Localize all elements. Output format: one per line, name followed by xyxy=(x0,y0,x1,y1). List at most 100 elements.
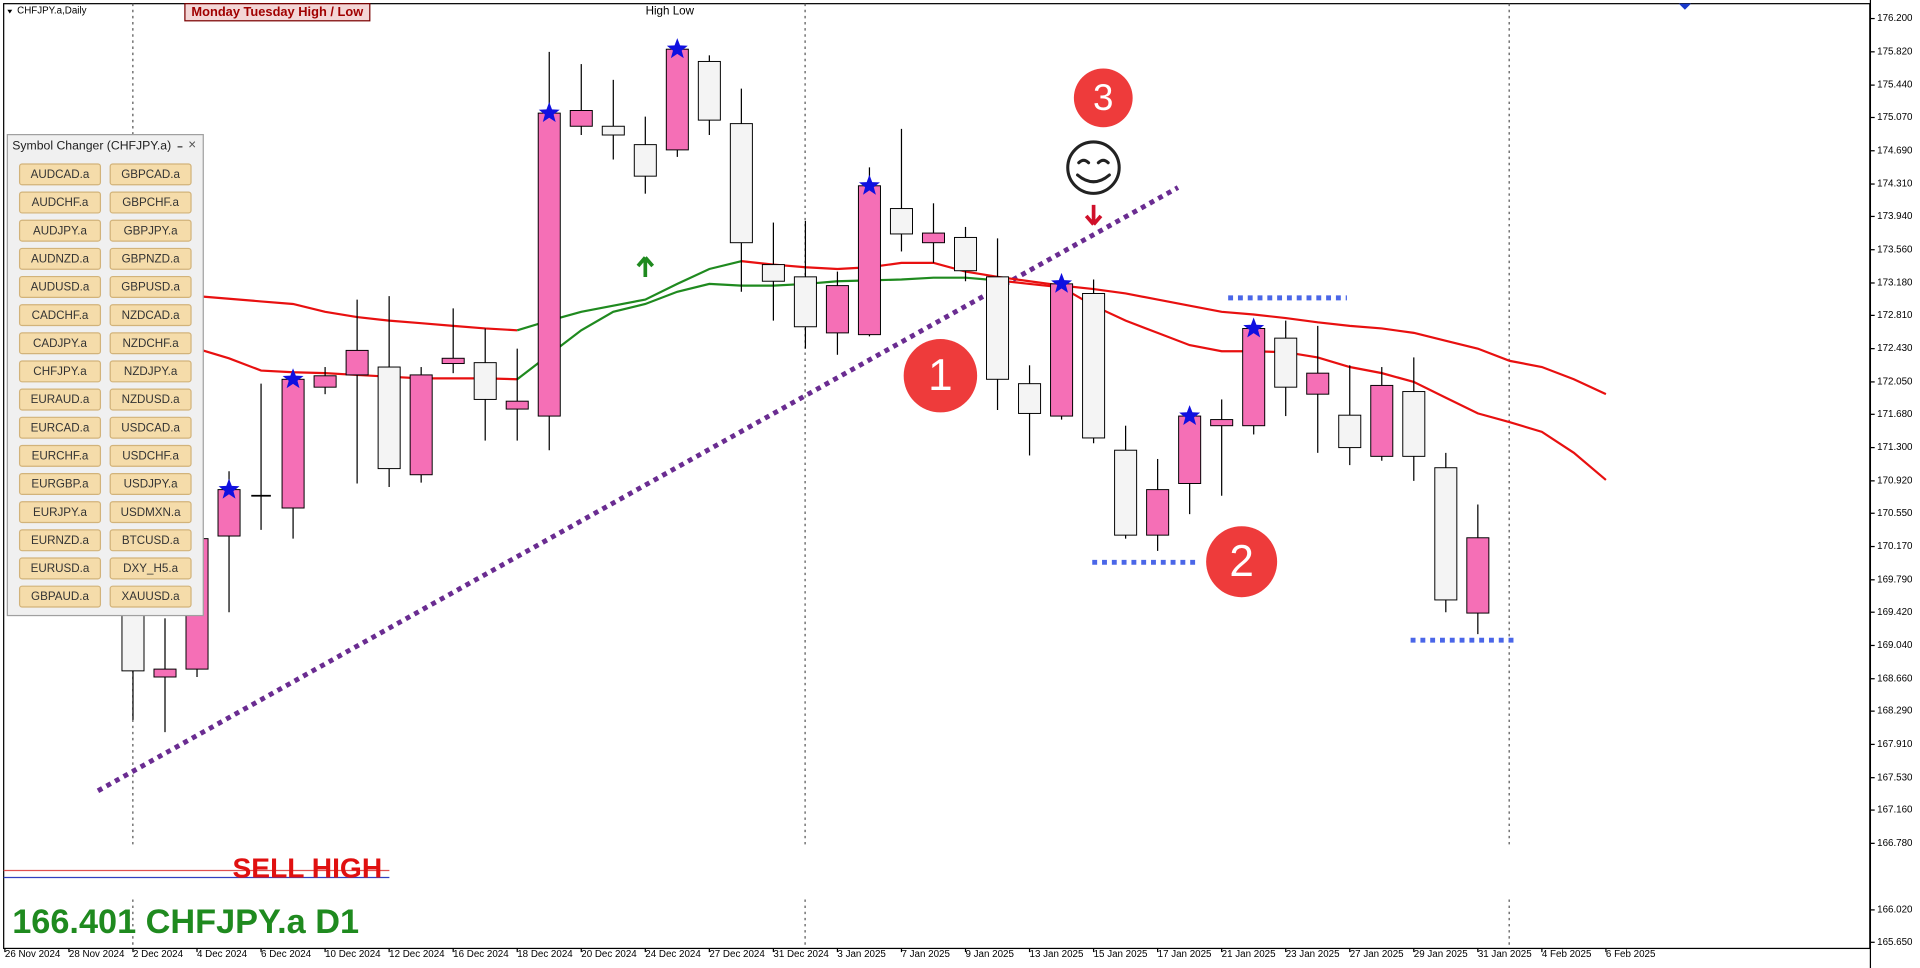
symbol-button-bg[interactable] xyxy=(18,191,102,214)
symbol-button-bg[interactable] xyxy=(109,501,192,524)
symbol-button[interactable]: AUDCAD.a xyxy=(18,163,102,186)
symbol-button-label[interactable]: USDCHF.a xyxy=(122,450,179,463)
symbol-button[interactable]: EURUSD.a xyxy=(18,557,102,580)
symbol-button-label[interactable]: NZDCAD.a xyxy=(122,309,181,322)
symbol-button-bg[interactable] xyxy=(109,163,192,186)
symbol-button[interactable]: NZDCHF.a xyxy=(109,332,192,355)
symbol-button-label[interactable]: CADJPY.a xyxy=(33,337,88,350)
symbol-button[interactable]: USDJPY.a xyxy=(109,472,192,496)
symbol-button[interactable]: GBPCHF.a xyxy=(109,191,192,214)
symbol-button-label[interactable]: BTCUSD.a xyxy=(122,534,180,547)
symbol-button-bg[interactable] xyxy=(109,557,192,580)
symbol-button-bg[interactable] xyxy=(18,501,102,524)
symbol-button-label[interactable]: XAUUSD.a xyxy=(122,590,181,603)
symbol-button-bg[interactable] xyxy=(18,585,102,608)
symbol-button-bg[interactable] xyxy=(18,416,102,439)
symbol-button[interactable]: AUDNZD.a xyxy=(18,247,102,270)
symbol-button-bg[interactable] xyxy=(109,585,192,608)
symbol-button-label[interactable]: GBPAUD.a xyxy=(31,590,89,603)
symbol-button-bg[interactable] xyxy=(18,219,102,242)
symbol-button-label[interactable]: GBPCAD.a xyxy=(121,168,180,181)
symbol-button-bg[interactable] xyxy=(109,304,192,327)
symbol-button[interactable]: AUDCHF.a xyxy=(18,191,102,214)
symbol-button-bg[interactable] xyxy=(18,388,102,411)
symbol-button[interactable]: NZDCAD.a xyxy=(109,304,192,327)
symbol-button-label[interactable]: EURCHF.a xyxy=(32,450,89,463)
symbol-button[interactable]: GBPCAD.a xyxy=(109,163,192,186)
symbol-button-label[interactable]: AUDUSD.a xyxy=(31,281,90,294)
symbol-button-bg[interactable] xyxy=(109,275,192,298)
symbol-button[interactable]: CHFJPY.a xyxy=(18,360,102,383)
symbol-button-label[interactable]: EURCAD.a xyxy=(31,421,90,434)
symbol-button[interactable]: DXY_H5.a xyxy=(109,557,192,580)
symbol-button-bg[interactable] xyxy=(18,472,102,496)
symbol-button-bg[interactable] xyxy=(18,275,102,298)
symbol-button[interactable]: CADJPY.a xyxy=(18,332,102,355)
symbol-button-bg[interactable] xyxy=(109,529,192,552)
symbol-button-label[interactable]: EURGBP.a xyxy=(31,478,89,491)
symbol-button-label[interactable]: GBPCHF.a xyxy=(122,196,179,209)
symbol-button-label[interactable]: AUDJPY.a xyxy=(33,224,88,237)
symbol-button-label[interactable]: EURAUD.a xyxy=(31,393,90,406)
symbol-button-label[interactable]: GBPJPY.a xyxy=(124,224,179,237)
symbol-button-label[interactable]: AUDCHF.a xyxy=(32,196,89,209)
symbol-button-label[interactable]: USDJPY.a xyxy=(124,478,179,491)
symbol-button-bg[interactable] xyxy=(109,472,192,496)
symbol-button[interactable]: EURAUD.a xyxy=(18,388,102,411)
symbol-button[interactable]: CADCHF.a xyxy=(18,304,102,327)
symbol-button-bg[interactable] xyxy=(18,304,102,327)
symbol-button[interactable]: GBPJPY.a xyxy=(109,219,192,242)
symbol-button[interactable]: NZDJPY.a xyxy=(109,360,192,383)
symbol-button-bg[interactable] xyxy=(18,247,102,270)
symbol-button-bg[interactable] xyxy=(109,388,192,411)
symbol-button-bg[interactable] xyxy=(109,444,192,467)
symbol-button-label[interactable]: EURJPY.a xyxy=(33,506,88,519)
symbol-button-label[interactable]: DXY_H5.a xyxy=(123,562,178,575)
symbol-button-label[interactable]: EURNZD.a xyxy=(31,534,90,547)
symbol-button-label[interactable]: EURUSD.a xyxy=(31,562,90,575)
symbol-button[interactable]: EURCHF.a xyxy=(18,444,102,467)
symbol-button-label[interactable]: NZDUSD.a xyxy=(122,393,181,406)
symbol-button-bg[interactable] xyxy=(18,557,102,580)
symbol-button[interactable]: GBPAUD.a xyxy=(18,585,102,608)
candle-body xyxy=(825,285,849,334)
symbol-button-bg[interactable] xyxy=(18,529,102,552)
symbol-button[interactable]: AUDJPY.a xyxy=(18,219,102,242)
symbol-button-bg[interactable] xyxy=(18,444,102,467)
symbol-button[interactable]: NZDUSD.a xyxy=(109,388,192,411)
panel-close[interactable]: × xyxy=(188,137,196,152)
symbol-button[interactable]: EURNZD.a xyxy=(18,529,102,552)
symbol-button-label[interactable]: USDMXN.a xyxy=(121,506,182,519)
symbol-button-label[interactable]: USDCAD.a xyxy=(121,421,180,434)
symbol-button[interactable]: USDMXN.a xyxy=(109,501,192,524)
symbol-button-bg[interactable] xyxy=(18,163,102,186)
symbol-button-bg[interactable] xyxy=(109,191,192,214)
symbol-button[interactable]: AUDUSD.a xyxy=(18,275,102,298)
symbol-button[interactable]: USDCHF.a xyxy=(109,444,192,467)
symbol-button-bg[interactable] xyxy=(109,247,192,270)
symbol-button-bg[interactable] xyxy=(109,360,192,383)
symbol-button-label[interactable]: GBPUSD.a xyxy=(121,281,180,294)
x-tick-label: 18 Dec 2024 xyxy=(517,949,573,960)
symbol-button-label[interactable]: AUDNZD.a xyxy=(31,253,90,266)
symbol-button-label[interactable]: CHFJPY.a xyxy=(33,365,87,378)
symbol-button[interactable]: XAUUSD.a xyxy=(109,585,192,608)
symbol-button[interactable]: EURJPY.a xyxy=(18,501,102,524)
symbol-button-bg[interactable] xyxy=(109,416,192,439)
symbol-button-label[interactable]: NZDCHF.a xyxy=(123,337,180,350)
symbol-button-label[interactable]: CADCHF.a xyxy=(32,309,89,322)
symbol-button-label[interactable]: AUDCAD.a xyxy=(31,168,90,181)
symbol-button-bg[interactable] xyxy=(109,332,192,355)
symbol-button[interactable]: GBPNZD.a xyxy=(109,247,192,270)
symbol-button[interactable]: GBPUSD.a xyxy=(109,275,192,298)
symbol-button-bg[interactable] xyxy=(18,332,102,355)
symbol-button[interactable]: BTCUSD.a xyxy=(109,529,192,552)
symbol-button[interactable]: EURCAD.a xyxy=(18,416,102,439)
symbol-button-bg[interactable] xyxy=(18,360,102,383)
symbol-button-label[interactable]: GBPNZD.a xyxy=(122,253,181,266)
symbol-button[interactable]: EURGBP.a xyxy=(18,472,102,496)
symbol-button-label[interactable]: NZDJPY.a xyxy=(124,365,178,378)
x-tick-label: 15 Jan 2025 xyxy=(1094,949,1148,960)
symbol-button-bg[interactable] xyxy=(109,219,192,242)
symbol-button[interactable]: USDCAD.a xyxy=(109,416,192,439)
